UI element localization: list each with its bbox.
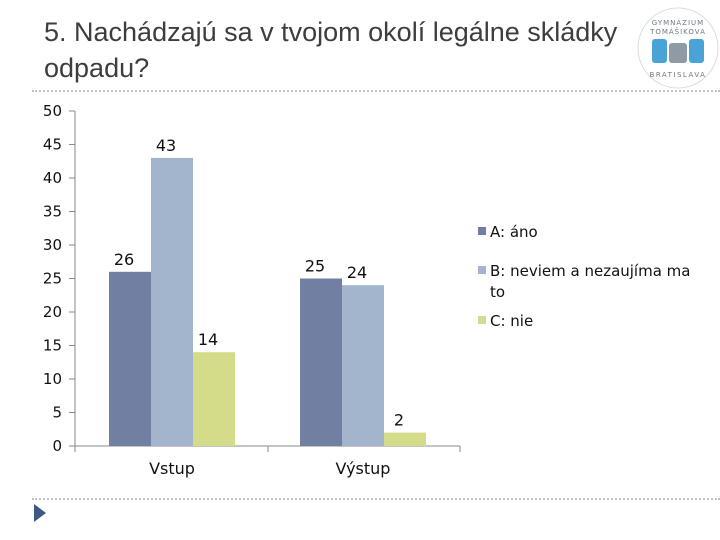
legend-item-b: B: neviem a nezaujíma ma to	[478, 261, 698, 303]
data-label: 24	[347, 263, 367, 282]
legend-label-a: A: áno	[490, 223, 538, 241]
footer-divider	[32, 498, 720, 500]
y-tick-label: 15	[43, 337, 62, 355]
y-tick-label: 30	[43, 236, 62, 254]
bar	[300, 278, 342, 446]
legend-swatch-b	[478, 266, 486, 274]
title-divider	[32, 90, 720, 92]
y-tick-label: 50	[43, 102, 62, 120]
y-tick-label: 5	[52, 404, 62, 422]
y-tick-label: 35	[43, 203, 62, 221]
svg-text:TOMÁŠIKOVA: TOMÁŠIKOVA	[649, 27, 706, 36]
school-logo: GYMNÁZIUM TOMÁŠIKOVA BRATISLAVA	[636, 6, 720, 90]
y-tick-label: 20	[43, 303, 62, 321]
legend-swatch-a	[478, 227, 486, 235]
chart-legend: A: áno B: neviem a nezaujíma ma to C: ni…	[478, 222, 698, 340]
y-tick-label: 10	[43, 370, 62, 388]
bar	[384, 432, 426, 446]
data-label: 2	[394, 411, 404, 430]
data-label: 43	[156, 136, 176, 155]
bar	[109, 271, 151, 446]
bar-chart: 0 5 10 15 20 25 30 35 40 45 50 26 43 14 Vstup 25 24 2 Výst…	[0, 96, 720, 496]
x-category-label: Vstup	[149, 459, 195, 478]
svg-text:GYMNÁZIUM: GYMNÁZIUM	[652, 18, 704, 27]
data-label: 14	[198, 330, 218, 349]
y-tick-label: 40	[43, 169, 62, 187]
data-label: 26	[114, 250, 134, 269]
y-tick-label: 45	[43, 136, 62, 154]
legend-item-a: A: áno	[478, 222, 698, 243]
legend-label-c: C: nie	[490, 312, 534, 330]
bar	[193, 352, 235, 446]
legend-swatch-c	[478, 316, 486, 324]
next-slide-arrow-icon[interactable]	[34, 504, 46, 522]
svg-text:BRATISLAVA: BRATISLAVA	[650, 71, 707, 79]
x-category-label: Výstup	[336, 459, 391, 478]
legend-item-c: C: nie	[478, 311, 698, 332]
y-tick-label: 0	[52, 437, 62, 455]
bar-chart-svg: 0 5 10 15 20 25 30 35 40 45 50 26 43 14 Vstup 25 24 2 Výst…	[43, 102, 461, 478]
bar	[151, 157, 193, 446]
y-tick-label: 25	[43, 270, 62, 288]
legend-label-b: B: neviem a nezaujíma ma to	[490, 262, 691, 301]
slide-title: 5. Nachádzajú sa v tvojom okolí legálne …	[44, 17, 618, 83]
bar	[342, 285, 384, 446]
data-label: 25	[305, 257, 325, 276]
